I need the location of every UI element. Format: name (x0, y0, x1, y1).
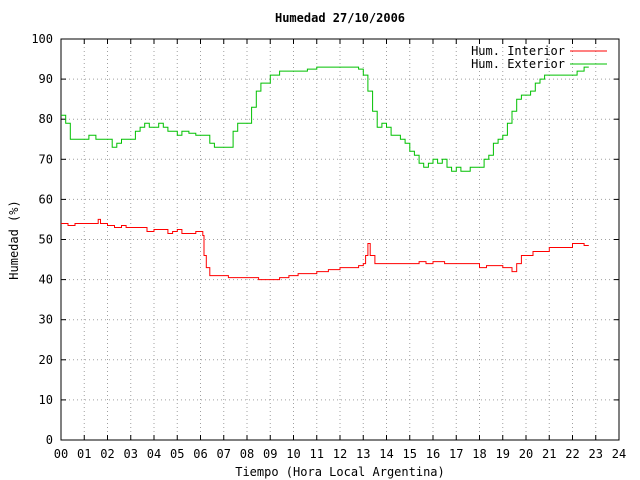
x-tick-label: 03 (124, 447, 138, 461)
series-line-interior (61, 218, 589, 281)
x-tick-label: 16 (426, 447, 440, 461)
x-tick-label: 18 (472, 447, 486, 461)
x-tick-label: 12 (333, 447, 347, 461)
x-tick-label: 01 (77, 447, 91, 461)
x-tick-label: 13 (356, 447, 370, 461)
x-tick-label: 21 (542, 447, 556, 461)
x-tick-label: 06 (193, 447, 207, 461)
x-tick-label: 05 (170, 447, 184, 461)
y-tick-label: 30 (39, 313, 53, 327)
y-tick-label: 0 (46, 433, 53, 447)
y-axis-label: Humedad (%) (7, 200, 21, 279)
plot-frame (60, 38, 620, 441)
series-line-exterior (61, 66, 589, 172)
x-tick-label: 08 (240, 447, 254, 461)
x-tick-label: 07 (217, 447, 231, 461)
y-tick-label: 10 (39, 393, 53, 407)
series-lines (61, 66, 589, 281)
x-tick-label: 17 (449, 447, 463, 461)
x-tick-label: 20 (519, 447, 533, 461)
y-tick-label: 70 (39, 152, 53, 166)
y-tick-label: 90 (39, 72, 53, 86)
x-tick-label: 23 (589, 447, 603, 461)
x-tick-label: 15 (403, 447, 417, 461)
y-tick-label: 80 (39, 112, 53, 126)
y-tick-label: 50 (39, 233, 53, 247)
legend-label: Hum. Interior (471, 44, 565, 58)
grid-lines (61, 39, 619, 440)
x-axis-label: Tiempo (Hora Local Argentina) (235, 465, 445, 479)
axes: 00 01 02 03 04 05 06 07 08 09 10 11 12 13 14 15 16 17 18 19… (31, 32, 626, 461)
x-tick-label: 22 (565, 447, 579, 461)
legend-label: Hum. Exterior (471, 57, 565, 71)
x-tick-label: 14 (379, 447, 393, 461)
x-tick-label: 00 (54, 447, 68, 461)
y-tick-label: 20 (39, 353, 53, 367)
x-tick-label: 02 (100, 447, 114, 461)
y-tick-label: 60 (39, 192, 53, 206)
x-tick-label: 09 (263, 447, 277, 461)
chart-title: Humedad 27/10/2006 (275, 11, 405, 25)
x-tick-label: 10 (286, 447, 300, 461)
x-tick-label: 24 (612, 447, 626, 461)
y-tick-label: 100 (31, 32, 53, 46)
x-tick-label: 19 (496, 447, 510, 461)
x-tick-label: 04 (147, 447, 161, 461)
x-tick-label: 11 (310, 447, 324, 461)
y-tick-label: 40 (39, 273, 53, 287)
